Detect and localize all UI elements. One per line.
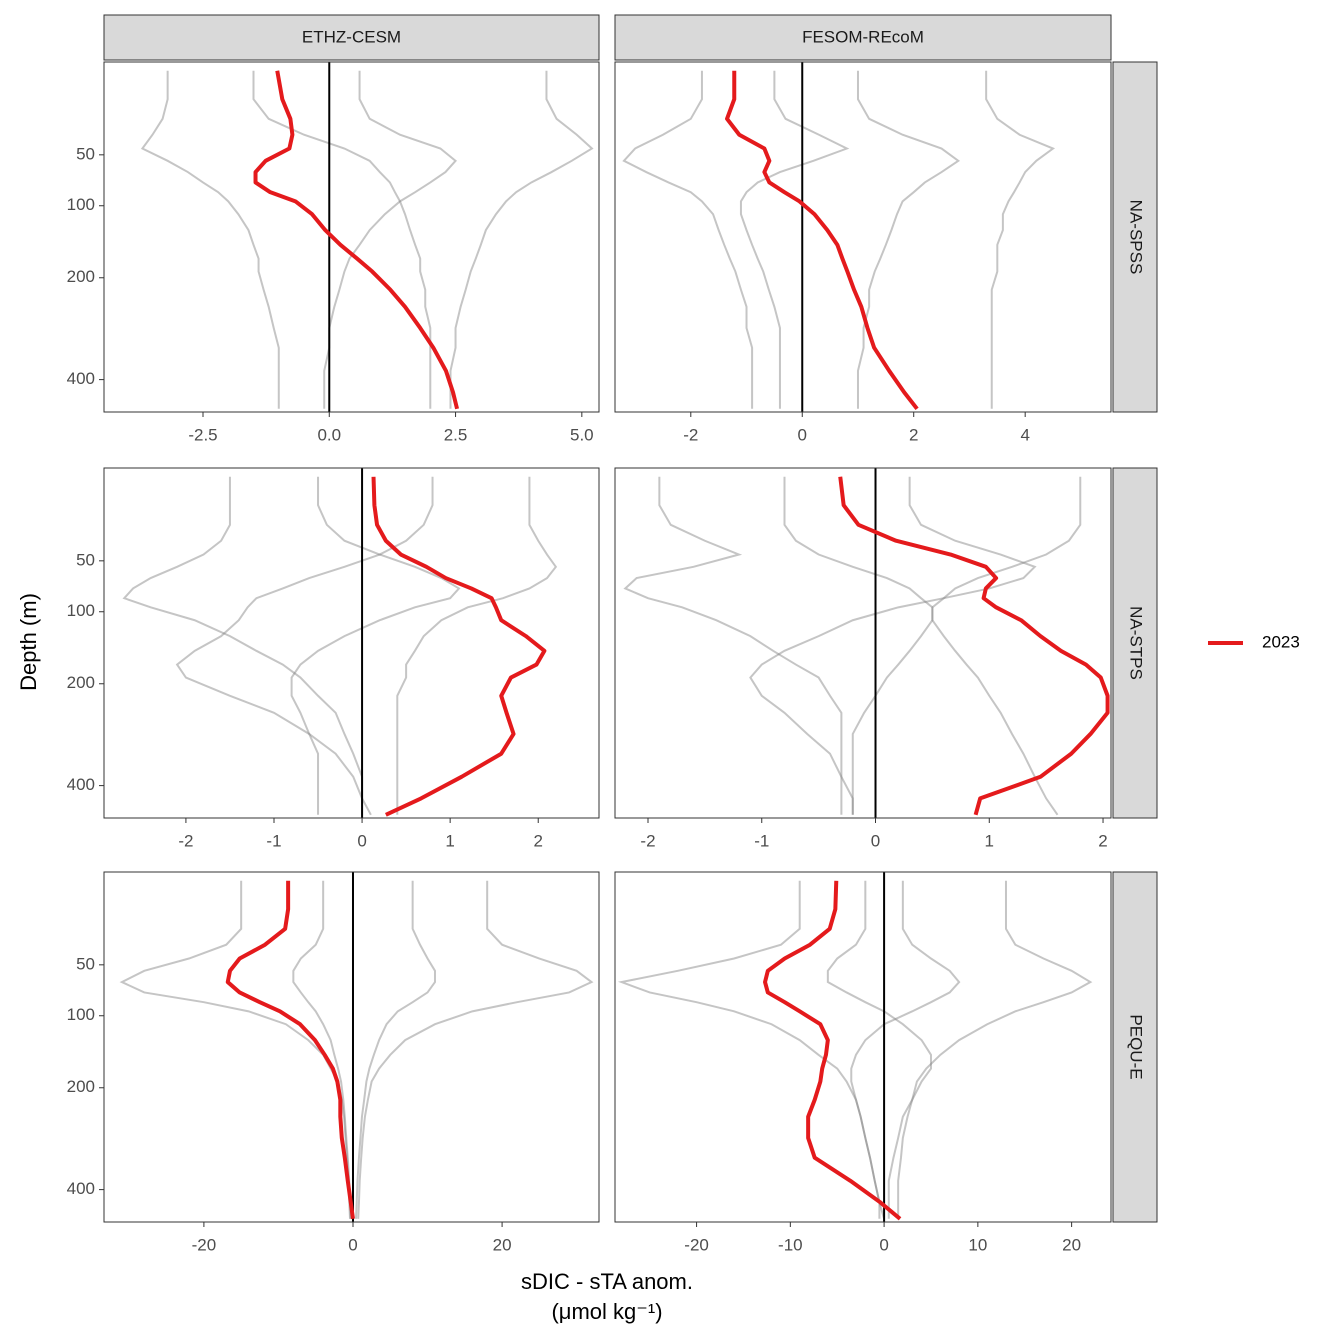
panel-border: [614, 467, 1112, 819]
y-tick-label: 50: [76, 550, 95, 569]
strip-bg: [614, 14, 1112, 61]
panel: [623, 468, 1110, 818]
other-year-line: [931, 476, 1082, 816]
x-tick-label: -2.5: [188, 425, 217, 444]
other-year-line: [175, 476, 434, 816]
y-tick-label: 200: [67, 267, 95, 286]
legend-label: 2023: [1262, 632, 1300, 651]
column-strip-label: ETHZ-CESM: [302, 27, 401, 46]
y-tick-label: 400: [67, 1179, 95, 1198]
row-strip-label: PEQU-E: [1127, 1014, 1146, 1079]
panel-border: [103, 61, 600, 413]
panel-border: [614, 61, 1112, 413]
panel-border: [103, 467, 600, 819]
other-year-line: [292, 880, 352, 1219]
x-tick-label: 4: [1020, 425, 1029, 444]
other-year-line: [323, 70, 457, 409]
x-tick-label: 2.5: [444, 425, 468, 444]
other-year-line: [622, 70, 754, 409]
x-tick-label: -2: [683, 425, 698, 444]
other-year-line: [252, 70, 432, 409]
column-strip-label: FESOM-REcoM: [802, 27, 924, 46]
x-tick-label: 10: [968, 1235, 987, 1254]
x-tick-label: -1: [754, 831, 769, 850]
other-year-line: [119, 880, 352, 1219]
y-tick-label: 400: [67, 775, 95, 794]
panel: [622, 62, 1056, 412]
other-year-line: [449, 70, 594, 409]
highlight-line: [763, 880, 902, 1221]
other-year-line: [354, 880, 436, 1219]
x-tick-label: -2: [178, 831, 193, 850]
y-tick-label: 50: [76, 144, 95, 163]
row-strip-label: NA-SPSS: [1127, 200, 1146, 275]
x-tick-label: 5.0: [570, 425, 594, 444]
x-tick-label: 0: [357, 831, 366, 850]
y-tick-label: 100: [67, 1005, 95, 1024]
highlight-line: [225, 880, 355, 1220]
other-year-line: [617, 880, 886, 1220]
x-tick-label: -20: [192, 1235, 217, 1254]
x-tick-label: 1: [445, 831, 454, 850]
x-axis-label: sDIC - sTA anom.: [521, 1269, 693, 1294]
other-year-line: [140, 70, 280, 409]
x-tick-label: 20: [1062, 1235, 1081, 1254]
panel: [122, 468, 558, 818]
highlight-line: [371, 476, 547, 817]
x-axis-unit: (μmol kg⁻¹): [551, 1299, 662, 1324]
x-tick-label: -10: [778, 1235, 803, 1254]
x-tick-label: 20: [493, 1235, 512, 1254]
panel-border: [614, 871, 1112, 1223]
other-year-line: [783, 476, 934, 815]
other-year-line: [357, 880, 594, 1219]
strip-bg: [1112, 871, 1158, 1223]
other-year-line: [396, 476, 558, 815]
x-tick-label: 0: [348, 1235, 357, 1254]
x-tick-label: 0: [879, 1235, 888, 1254]
strip-bg: [1112, 467, 1158, 819]
x-tick-label: 2: [533, 831, 542, 850]
other-year-line: [856, 70, 961, 409]
panel: [119, 872, 594, 1222]
x-tick-label: 0: [798, 425, 807, 444]
x-tick-label: -1: [266, 831, 281, 850]
other-year-line: [897, 880, 1093, 1219]
panel-border: [103, 871, 600, 1223]
y-tick-label: 100: [67, 195, 95, 214]
other-year-line: [739, 70, 850, 409]
x-tick-label: -2: [640, 831, 655, 850]
other-year-line: [850, 880, 961, 1219]
highlight-line: [838, 476, 1110, 816]
y-tick-label: 400: [67, 369, 95, 388]
y-tick-label: 50: [76, 954, 95, 973]
x-tick-label: -20: [684, 1235, 709, 1254]
panel: [140, 62, 594, 412]
highlight-line: [725, 70, 919, 411]
highlight-line: [253, 70, 460, 410]
other-year-line: [826, 880, 932, 1219]
y-tick-label: 200: [67, 673, 95, 692]
x-tick-label: 0: [871, 831, 880, 850]
x-tick-label: 2: [909, 425, 918, 444]
other-year-line: [122, 476, 364, 815]
x-tick-label: 1: [985, 831, 994, 850]
other-year-line: [290, 476, 461, 815]
other-year-line: [623, 476, 843, 815]
x-tick-label: 2: [1098, 831, 1107, 850]
y-tick-label: 100: [67, 601, 95, 620]
strip-bg: [103, 14, 600, 61]
x-tick-label: 0.0: [317, 425, 341, 444]
panel: [617, 872, 1093, 1222]
other-year-line: [985, 70, 1056, 409]
other-year-line: [749, 476, 1037, 815]
y-axis-label: Depth (m): [16, 593, 41, 691]
row-strip-label: NA-STPS: [1127, 606, 1146, 680]
y-tick-label: 200: [67, 1077, 95, 1096]
strip-bg: [1112, 61, 1158, 413]
